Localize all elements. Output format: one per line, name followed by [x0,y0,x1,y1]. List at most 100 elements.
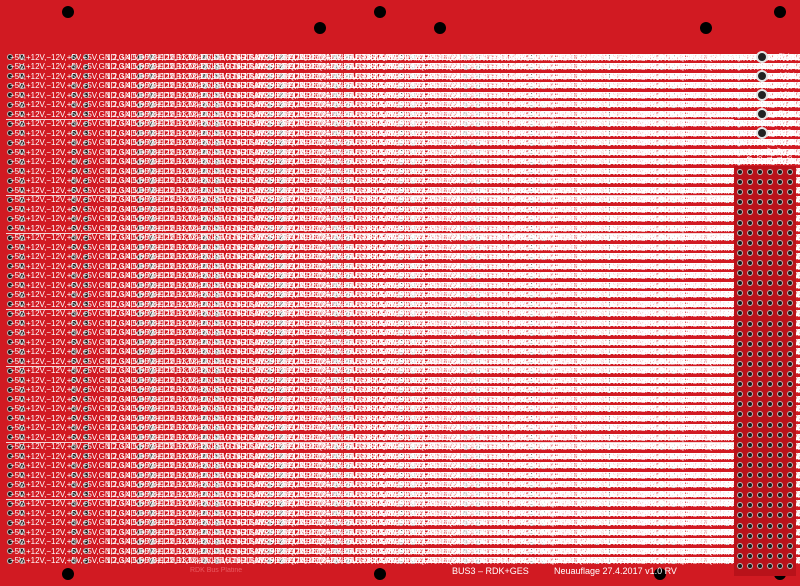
perfboard-hole [777,189,783,196]
perfboard-hole [777,270,783,276]
power-label: GND [773,128,793,138]
connector-pin [71,453,77,459]
connector-pin [7,500,13,507]
pin-number: 1,2,3,4,5,6,7,8,9,10,11,12,13,14,15,16,1… [106,461,664,470]
connector-pin [137,63,143,70]
pin-number: 1,2,3,4,5,6,7,8,9,10,11,12,13,14,15,16,1… [626,451,800,461]
connector-pin [202,339,208,345]
connector-pin [202,272,208,279]
pin-number: 1,2,3,4,5,6,7,8,9,10,11,12,13,14,15,16,1… [236,166,794,176]
connector-pin [149,272,155,279]
signal-label: −5V,+12V,−12V,+5V,+5V,GND,GND,D0,D1,D2,D… [10,366,800,375]
perfboard-hole [757,562,763,569]
pin-number: 1,2,3,4,5,6,7,8,9,10,11,12,13,14,15,16,1… [236,375,794,385]
connector-pin [202,73,208,79]
signal-label: −5V,+12V,−12V,+5V,+5V,GND,GND,D0,D1,D2,D… [10,299,800,309]
perfboard-hole [747,280,753,287]
connector-pin [149,206,155,212]
pin-number: 1,2,3,4,5,6,7,8,9,10,11,12,13,14,15,16,1… [366,62,800,71]
connector-pin [19,443,25,450]
connector-pin [7,538,13,545]
perfboard-hole [767,179,773,186]
connector-pin [149,130,155,136]
connector-pin [137,415,143,421]
connector-pin [149,310,155,317]
perfboard-hole [737,542,743,549]
pin-number: 1,2,3,4,5,6,7,8,9,10,11,12,13,14,15,16,1… [626,147,800,157]
signal-label: −5V,+12V,−12V,+5V,+5V,GND,GND,D0,D1,D2,D… [10,356,800,366]
signal-label: −5V,+12V,−12V,+5V,+5V,GND,GND,D0,D1,D2,D… [10,223,800,233]
pin-number: 1,2,3,4,5,6,7,8,9,10,11,12,13,14,15,16,1… [106,71,664,81]
pin-number: 1,2,3,4,5,6,7,8,9,10,11,12,13,14,15,16,1… [236,537,794,546]
pin-number: 1,2,3,4,5,6,7,8,9,10,11,12,13,14,15,16,1… [236,242,794,252]
power-pad [756,70,768,82]
pin-number: 1,2,3,4,5,6,7,8,9,10,11,12,13,14,15,16,1… [496,138,800,147]
perfboard-hole [757,259,763,266]
pin-number: 1,2,3,4,5,6,7,8,9,10,11,12,13,14,15,16,1… [366,366,800,375]
connector-pin [149,415,155,421]
perfboard-hole [787,552,793,559]
pin-number: 1,2,3,4,5,6,7,8,9,10,11,12,13,14,15,16,1… [106,157,664,166]
connector-pin [19,130,25,136]
connector-pin [214,168,220,174]
perfboard-hole [757,522,763,529]
connector-pin [214,358,220,364]
perfboard-hole [757,229,763,236]
perfboard-hole [777,441,783,448]
signal-label: −5V,+12V,−12V,+5V,+5V,GND,GND,D0,D1,D2,D… [10,214,800,223]
signal-label: −5V,+12V,−12V,+5V,+5V,GND,GND,D0,D1,D2,D… [10,385,800,394]
pin-number: 1,2,3,4,5,6,7,8,9,10,11,12,13,14,15,16,1… [496,556,800,565]
connector-pin [19,348,25,355]
perfboard-hole [737,431,743,438]
perfboard-hole [787,330,793,337]
perfboard-hole [757,239,763,246]
connector-pin [149,348,155,355]
rail-label: GND [747,148,754,164]
connector-pin [83,548,89,554]
connector-pin [83,225,89,231]
pin-number: 1,2,3,4,5,6,7,8,9,10,11,12,13,14,15,16,1… [626,518,800,527]
perfboard-hole [747,542,753,549]
connector-pin [7,206,13,212]
connector-pin [149,253,155,260]
connector-pin [267,548,273,554]
connector-pin [202,529,208,535]
signal-label: −5V,+12V,−12V,+5V,+5V,GND,GND,D0,D1,D2,D… [10,62,800,71]
connector-pin [137,158,143,165]
connector-pin [279,111,285,117]
connector-pin [202,139,208,146]
connector-pin [7,234,13,241]
pin-number: 1,2,3,4,5,6,7,8,9,10,11,12,13,14,15,16,1… [106,252,664,261]
signal-label: −5V,+12V,−12V,+5V,+5V,GND,GND,D0,D1,D2,D… [10,347,800,356]
connector-pin [149,82,155,89]
connector-pin [267,462,273,469]
pin-number: 1,2,3,4,5,6,7,8,9,10,11,12,13,14,15,16,1… [106,413,664,423]
pin-number: 1,2,3,4,5,6,7,8,9,10,11,12,13,14,15,16,1… [366,394,800,404]
pin-number: 1,2,3,4,5,6,7,8,9,10,11,12,13,14,15,16,1… [626,119,800,128]
pin-number: 1,2,3,4,5,6,7,8,9,10,11,12,13,14,15,16,1… [366,90,800,100]
pin-number: 1,2,3,4,5,6,7,8,9,10,11,12,13,14,15,16,1… [496,290,800,299]
pin-number: 1,2,3,4,5,6,7,8,9,10,11,12,13,14,15,16,1… [626,385,800,394]
pin-number: 1,2,3,4,5,6,7,8,9,10,11,12,13,14,15,16,1… [366,176,800,185]
connector-pin [267,396,273,402]
connector-pin [137,443,143,450]
connector-pin [71,557,77,564]
signal-label: −5V,+12V,−12V,+5V,+5V,GND,GND,D0,D1,D2,D… [10,252,800,261]
connector-pin [202,548,208,554]
perfboard-hole [757,270,763,276]
connector-pin [137,377,143,383]
pin-number: 1,2,3,4,5,6,7,8,9,10,11,12,13,14,15,16,1… [366,318,800,328]
pin-number: 1,2,3,4,5,6,7,8,9,10,11,12,13,14,15,16,1… [106,242,664,252]
perfboard-hole [757,461,763,468]
perfboard-hole [737,552,743,559]
perfboard-hole [747,562,753,569]
connector-pin [7,177,13,184]
pin-number: 1,2,3,4,5,6,7,8,9,10,11,12,13,14,15,16,1… [496,394,800,404]
pin-number: 1,2,3,4,5,6,7,8,9,10,11,12,13,14,15,16,1… [496,214,800,223]
connector-pin [214,120,220,127]
connector-pin [267,139,273,146]
connector-pin [19,206,25,212]
pin-number: 1,2,3,4,5,6,7,8,9,10,11,12,13,14,15,16,1… [106,356,664,366]
pin-number: 1,2,3,4,5,6,7,8,9,10,11,12,13,14,15,16,1… [236,100,794,109]
pin-number: 1,2,3,4,5,6,7,8,9,10,11,12,13,14,15,16,1… [236,442,794,451]
